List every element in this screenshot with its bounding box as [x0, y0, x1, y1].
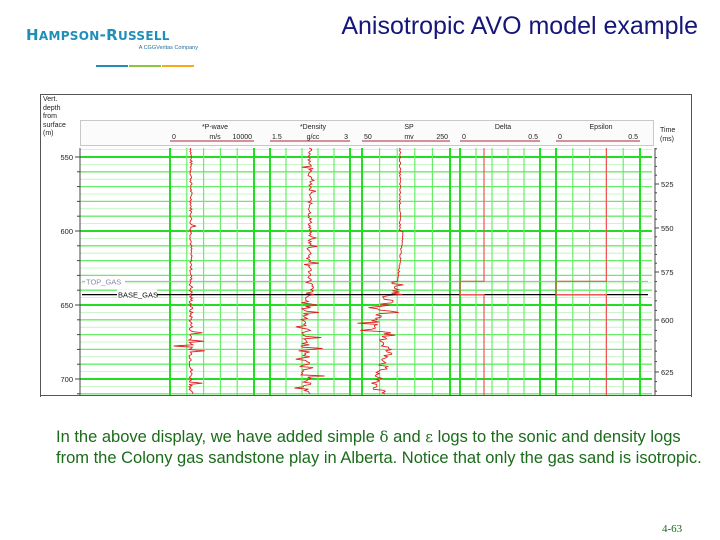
slide-title: Anisotropic AVO model example	[341, 12, 698, 40]
marker-label-top_gas: TOP_GAS	[86, 277, 121, 286]
marker-label-bg	[85, 276, 125, 286]
track-min: 50	[364, 134, 372, 141]
track-max: 10000	[233, 134, 253, 141]
track-max: 0.5	[628, 134, 638, 141]
frame-bottom-border	[40, 395, 691, 396]
depth-label-line: from	[43, 113, 57, 120]
time-label-line: Time	[660, 127, 676, 134]
track-name: SP	[404, 124, 414, 131]
track-max: 0.5	[528, 134, 538, 141]
track-min: 0	[462, 134, 466, 141]
depth-axis-label: Vert. depth from surface (m)	[43, 96, 66, 139]
track-unit: m/s	[209, 134, 221, 141]
caption-text: logs to the sonic and density logs from …	[56, 428, 702, 467]
sp-log-curve	[357, 147, 404, 395]
depth-label-line: depth	[43, 104, 61, 112]
logo-color-bars	[96, 54, 196, 67]
track-min: 0	[172, 134, 176, 141]
track-name: *P-wave	[202, 124, 228, 131]
pwave-log-curve	[173, 147, 205, 395]
depth-label-line: (m)	[43, 130, 54, 137]
track-header-box	[80, 120, 654, 146]
track-max: 3	[344, 134, 348, 141]
time-tick-label: 550	[661, 224, 674, 233]
delta-log-curve	[459, 148, 485, 395]
density-log-curve	[294, 147, 325, 395]
delta-symbol: δ	[379, 428, 389, 446]
track-name: *Density	[300, 124, 327, 131]
track-min: 0	[558, 134, 562, 141]
track-unit: g/cc	[307, 134, 320, 141]
epsilon-symbol: ε	[425, 428, 433, 446]
caption-text: and	[388, 428, 426, 446]
track-max: 250	[436, 134, 448, 141]
depth-label-line: Vert.	[43, 96, 58, 103]
track-min: 1.5	[272, 134, 282, 141]
time-tick-label: 525	[661, 180, 674, 189]
marker-label-bg	[117, 289, 157, 299]
time-tick-label: 625	[661, 368, 674, 377]
time-tick-label: 575	[661, 268, 674, 277]
depth-tick-label: 700	[60, 375, 73, 384]
marker-label-base_gas: BASE_GAS	[118, 291, 158, 300]
slide-caption: In the above display, we have added simp…	[56, 427, 706, 469]
time-tick-label: 600	[661, 316, 674, 325]
track-unit: mv	[404, 134, 414, 141]
logo-subtitle: A CGGVeritas Company	[138, 45, 198, 51]
depth-tick-label: 600	[60, 227, 73, 236]
depth-label-line: surface	[43, 121, 66, 129]
depth-tick-label: 650	[60, 301, 73, 310]
depth-tick-label: 550	[60, 153, 73, 162]
caption-text: In the above display, we have added simp…	[56, 428, 380, 446]
time-label-line: (ms)	[660, 135, 674, 143]
track-name: Epsilon	[590, 124, 613, 131]
epsilon-log-curve	[555, 148, 608, 395]
hampson-russell-logo: HAMPSON-RUSSELL A CGGVeritas Company	[26, 26, 206, 67]
logo-wordmark: HAMPSON-RUSSELL	[26, 26, 170, 44]
page-number: 4-63	[662, 523, 683, 535]
track-name: Delta	[495, 124, 511, 131]
time-axis-label: Time (ms)	[660, 127, 675, 144]
